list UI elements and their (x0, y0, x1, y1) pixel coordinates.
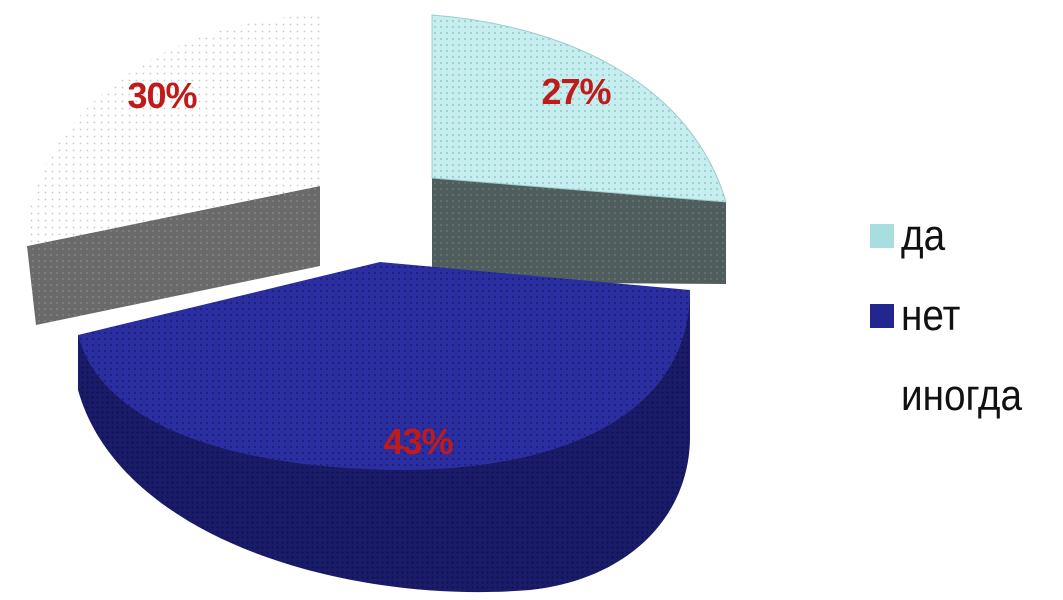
legend-label-inogda: иногда (901, 371, 1023, 420)
slice-label-da: 27% (541, 71, 611, 112)
legend-item-da: да (870, 196, 1060, 276)
legend-item-net: нет (870, 276, 1060, 356)
legend-swatch-inogda (870, 384, 894, 408)
legend-item-inogda: иногда (870, 356, 1060, 436)
slice-net-side (78, 290, 690, 593)
legend-label-net: нет (901, 291, 961, 340)
slice-label-inogda: 30% (127, 75, 197, 116)
legend-swatch-net (870, 304, 894, 328)
slice-da (431, 14, 727, 284)
legend-label-da: да (901, 211, 946, 260)
slice-net (78, 262, 690, 593)
legend-swatch-da (870, 224, 894, 248)
slice-da-side (432, 178, 726, 284)
slice-inogda-top (26, 15, 320, 246)
slice-net-top (78, 262, 690, 470)
slice-label-net: 43% (383, 421, 453, 462)
legend: да нет иногда (870, 196, 1060, 436)
slice-inogda (26, 15, 320, 325)
slice-inogda-side (27, 186, 320, 325)
slice-da-top (431, 14, 727, 203)
